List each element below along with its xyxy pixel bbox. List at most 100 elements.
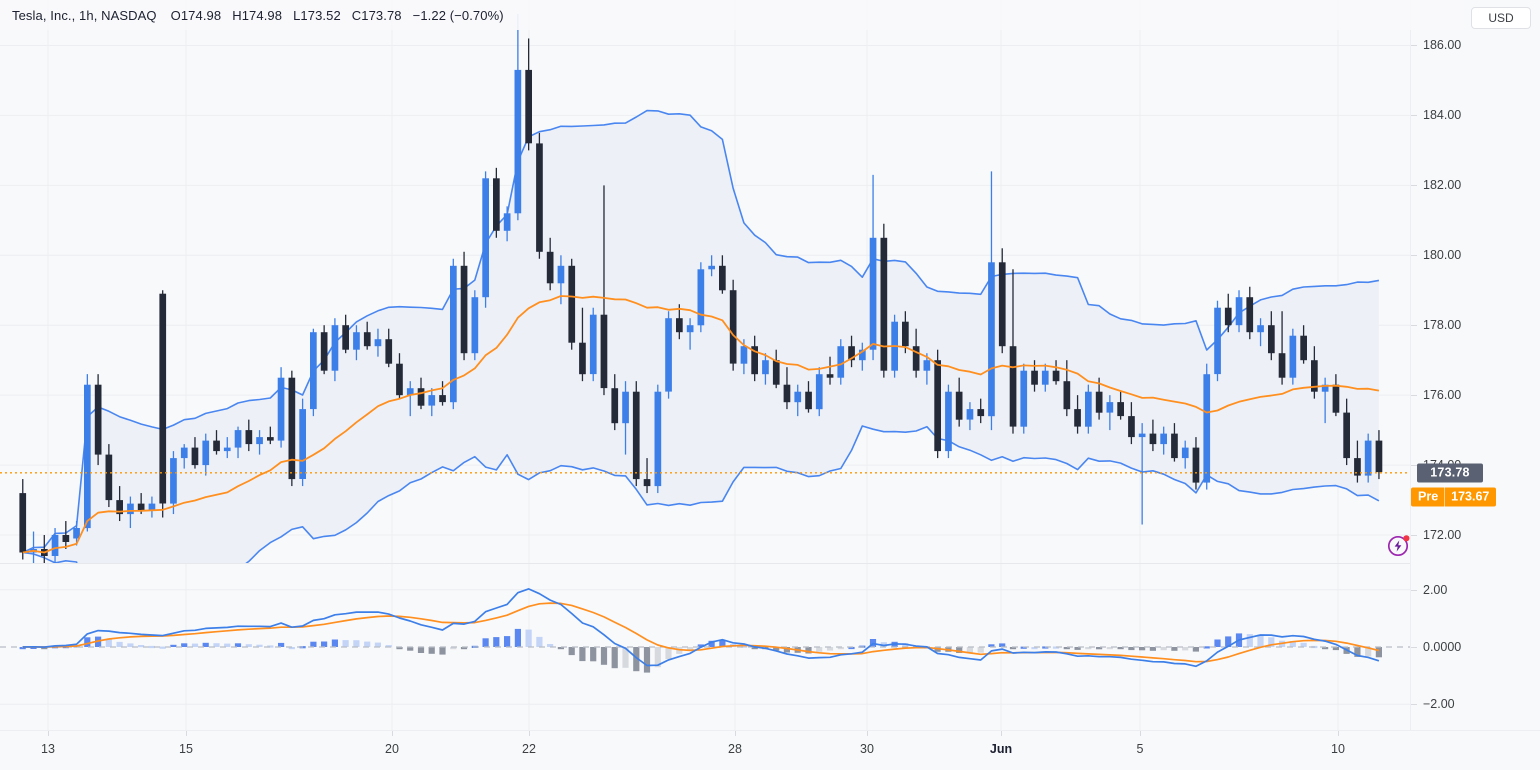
- price-chart-canvas[interactable]: [0, 0, 1410, 563]
- candle-body: [708, 265, 715, 270]
- macd-histogram-bar: [30, 646, 37, 649]
- candle-body: [955, 391, 963, 420]
- macd-histogram-bar: [1085, 647, 1092, 650]
- candle-body: [1203, 374, 1211, 483]
- price-axis-label: 178.00: [1423, 318, 1462, 333]
- macd-histogram-bar: [1139, 647, 1146, 651]
- candle-body: [170, 458, 177, 504]
- macd-histogram-bar: [902, 643, 909, 647]
- price-axis-tick: [1411, 465, 1417, 467]
- macd-histogram-bar: [353, 640, 360, 647]
- macd-histogram-bar: [181, 643, 188, 647]
- macd-histogram-bar: [278, 642, 285, 647]
- candle-body: [794, 391, 802, 403]
- time-axis-tick: [48, 731, 49, 736]
- time-axis-label: 15: [179, 742, 193, 756]
- macd-histogram-bar: [342, 640, 349, 647]
- macd-histogram-bar: [654, 647, 661, 668]
- last-price-badge[interactable]: 173.78: [1417, 463, 1483, 483]
- macd-histogram-bar: [547, 644, 554, 647]
- candle-body: [94, 384, 102, 455]
- macd-axis-tick: [1411, 589, 1417, 591]
- macd-histogram-bar: [826, 647, 834, 651]
- macd-histogram-bar: [407, 647, 414, 651]
- macd-histogram-bar: [482, 638, 489, 647]
- candle-body: [600, 314, 608, 389]
- candle-body: [1375, 440, 1383, 473]
- candle-body: [73, 528, 80, 539]
- candle-body: [848, 346, 855, 361]
- macd-pane[interactable]: [0, 564, 1410, 730]
- macd-histogram-bar: [428, 647, 435, 654]
- candle-body: [1321, 384, 1329, 392]
- candle-body: [1117, 402, 1124, 417]
- premarket-price-badge[interactable]: Pre 173.67: [1411, 487, 1497, 507]
- macd-histogram: [19, 628, 1382, 673]
- candle-body: [1181, 447, 1189, 459]
- time-axis[interactable]: 13 15 20 22 28 30 Jun 5 10: [0, 730, 1540, 770]
- macd-histogram-bar: [1031, 647, 1038, 650]
- macd-histogram-bar: [256, 644, 263, 647]
- bollinger-upper-line: [22, 109, 1380, 554]
- pane-separator[interactable]: [0, 563, 1540, 564]
- macd-histogram-bar: [267, 645, 274, 648]
- candle-body: [1128, 416, 1135, 438]
- macd-histogram-bar: [331, 639, 338, 647]
- macd-histogram-bar: [665, 647, 672, 659]
- time-axis-label: 30: [860, 742, 874, 756]
- candle-body: [622, 391, 629, 424]
- time-axis-tick: [735, 731, 736, 736]
- macd-chart-canvas[interactable]: [0, 564, 1410, 730]
- macd-histogram-bar: [385, 645, 392, 648]
- macd-histogram-bar: [514, 628, 521, 647]
- candle-body: [1041, 370, 1049, 385]
- macd-histogram-bar: [504, 636, 511, 647]
- candle-body: [815, 374, 823, 410]
- time-axis-label: 28: [728, 742, 742, 756]
- candle-body: [417, 388, 425, 406]
- price-axis-label: 172.00: [1423, 528, 1462, 543]
- macd-histogram-bar: [310, 641, 317, 647]
- time-axis-tick: [186, 731, 187, 736]
- alert-lightning-icon[interactable]: [1386, 532, 1412, 558]
- candle-body: [159, 293, 167, 504]
- candle-body: [406, 388, 414, 396]
- macd-histogram-bar: [805, 647, 812, 654]
- candle-body: [1235, 297, 1243, 326]
- candle-body: [966, 409, 974, 420]
- macd-histogram-bar: [374, 642, 381, 647]
- candle-body: [105, 454, 113, 501]
- currency-button[interactable]: USD: [1471, 7, 1531, 29]
- macd-histogram-bar: [633, 647, 640, 672]
- macd-histogram-bar: [816, 647, 823, 652]
- macd-histogram-bar: [1332, 647, 1339, 651]
- macd-histogram-bar: [1149, 647, 1156, 651]
- macd-histogram-bar: [1225, 636, 1232, 647]
- price-axis-tick: [1411, 115, 1417, 117]
- macd-histogram-bar: [1268, 637, 1275, 647]
- macd-histogram-bar: [1365, 647, 1372, 657]
- price-axis[interactable]: 186.00184.00182.00180.00178.00176.00174.…: [1410, 0, 1540, 730]
- macd-histogram-bar: [1171, 647, 1178, 651]
- time-axis-label: 13: [41, 742, 55, 756]
- candle-body: [557, 265, 565, 284]
- macd-histogram-bar: [450, 647, 457, 650]
- macd-histogram-bar: [568, 647, 575, 656]
- macd-histogram-bar: [622, 647, 629, 668]
- macd-histogram-bar: [611, 647, 618, 669]
- macd-histogram-bar: [493, 637, 500, 647]
- price-axis-label: 180.00: [1423, 248, 1462, 263]
- candle-body: [471, 297, 479, 354]
- candle-body: [503, 213, 511, 231]
- candle-body: [998, 262, 1006, 347]
- candle-body: [568, 265, 576, 343]
- candle-body: [1074, 409, 1081, 427]
- premarket-tag: Pre: [1411, 487, 1446, 507]
- candle-body: [912, 346, 920, 371]
- price-pane[interactable]: [0, 0, 1410, 563]
- candle-body: [84, 384, 91, 529]
- candle-body: [439, 395, 446, 403]
- candle-body: [934, 360, 941, 452]
- macd-histogram-bar: [1182, 647, 1189, 651]
- macd-signal-line: [22, 602, 1380, 663]
